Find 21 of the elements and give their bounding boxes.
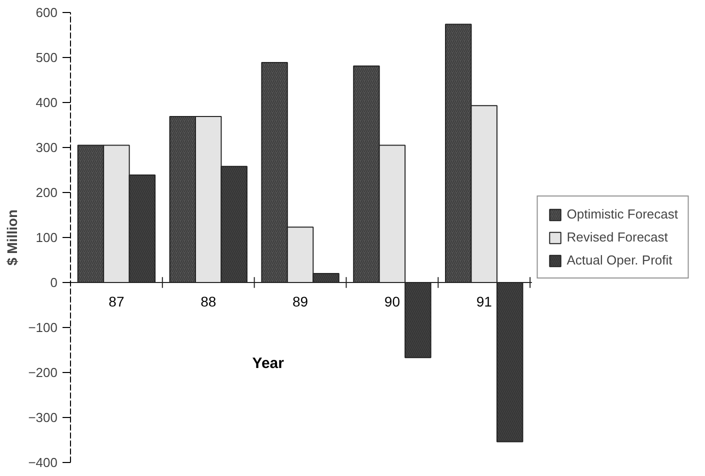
y-tick-label: 500 <box>36 50 58 65</box>
y-tick-label: 600 <box>36 5 58 20</box>
x-tick-label: 88 <box>200 294 216 310</box>
y-tick-label: 200 <box>36 185 58 200</box>
y-tick-label: −100 <box>28 320 58 335</box>
legend-label: Optimistic Forecast <box>566 206 678 222</box>
y-tick-label: −400 <box>28 455 58 470</box>
y-tick-label: 100 <box>36 230 58 245</box>
x-tick-label: 87 <box>108 294 124 310</box>
y-tick-label: 0 <box>50 275 58 290</box>
x-axis-title: Year <box>252 355 284 372</box>
y-tick-label: −200 <box>28 365 58 380</box>
legend-label: Revised Forecast <box>566 230 668 244</box>
y-tick-label: 400 <box>36 95 58 110</box>
y-tick-label: −300 <box>28 410 58 425</box>
legend-label: Actual Oper. Profit <box>566 252 672 268</box>
x-tick-label: 89 <box>292 294 308 310</box>
x-tick-label: 91 <box>476 294 492 310</box>
y-tick-label: 300 <box>36 140 58 155</box>
y-axis-title: $ Million <box>4 210 20 266</box>
x-tick-label: 90 <box>384 294 400 310</box>
